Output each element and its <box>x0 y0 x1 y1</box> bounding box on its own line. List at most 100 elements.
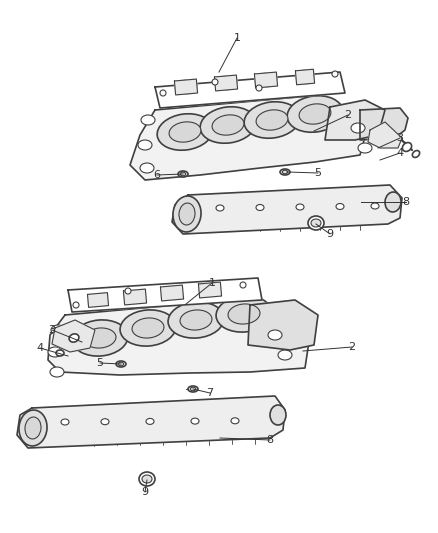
Ellipse shape <box>212 79 218 85</box>
Ellipse shape <box>179 203 195 225</box>
Ellipse shape <box>157 114 213 150</box>
Ellipse shape <box>138 140 152 150</box>
Ellipse shape <box>125 288 131 294</box>
Polygon shape <box>48 300 310 375</box>
Ellipse shape <box>160 90 166 96</box>
Text: 9: 9 <box>141 487 148 497</box>
Text: 7: 7 <box>206 388 214 398</box>
Polygon shape <box>130 95 370 180</box>
Ellipse shape <box>140 163 154 173</box>
Ellipse shape <box>118 362 124 366</box>
Polygon shape <box>124 289 147 305</box>
Text: 8: 8 <box>403 197 410 207</box>
Text: 3: 3 <box>396 133 403 143</box>
Ellipse shape <box>191 418 199 424</box>
Ellipse shape <box>84 328 116 348</box>
Ellipse shape <box>228 304 260 324</box>
Ellipse shape <box>256 110 288 130</box>
Ellipse shape <box>371 203 379 209</box>
Ellipse shape <box>282 170 288 174</box>
Ellipse shape <box>332 71 338 77</box>
Ellipse shape <box>240 282 246 288</box>
Ellipse shape <box>215 76 237 90</box>
Ellipse shape <box>336 204 344 209</box>
Ellipse shape <box>19 410 47 446</box>
Ellipse shape <box>175 80 197 94</box>
Ellipse shape <box>51 325 65 335</box>
Ellipse shape <box>48 347 62 357</box>
Text: 2: 2 <box>344 110 352 120</box>
Polygon shape <box>248 300 318 350</box>
Polygon shape <box>174 79 198 95</box>
Text: 9: 9 <box>326 229 334 239</box>
Ellipse shape <box>190 387 196 391</box>
Polygon shape <box>52 320 95 352</box>
Ellipse shape <box>72 320 128 356</box>
Ellipse shape <box>231 418 239 424</box>
Polygon shape <box>172 185 402 234</box>
Ellipse shape <box>212 115 244 135</box>
Ellipse shape <box>61 419 69 425</box>
Ellipse shape <box>69 334 79 342</box>
Text: 4: 4 <box>36 343 43 353</box>
Ellipse shape <box>142 475 152 483</box>
Polygon shape <box>155 72 345 108</box>
Ellipse shape <box>413 150 420 157</box>
Ellipse shape <box>188 386 198 392</box>
Ellipse shape <box>280 169 290 175</box>
Ellipse shape <box>385 192 401 212</box>
Polygon shape <box>254 72 278 88</box>
Ellipse shape <box>180 172 186 176</box>
Ellipse shape <box>132 318 164 338</box>
Ellipse shape <box>311 219 321 227</box>
Ellipse shape <box>56 350 64 356</box>
Ellipse shape <box>139 472 155 486</box>
Ellipse shape <box>403 142 412 151</box>
Ellipse shape <box>178 171 188 177</box>
Polygon shape <box>295 69 314 85</box>
Text: 4: 4 <box>396 148 403 158</box>
Ellipse shape <box>299 104 331 124</box>
Ellipse shape <box>256 205 264 211</box>
Ellipse shape <box>255 73 277 87</box>
Ellipse shape <box>173 196 201 232</box>
Polygon shape <box>325 100 385 140</box>
Polygon shape <box>215 75 237 91</box>
Ellipse shape <box>216 205 224 211</box>
Ellipse shape <box>351 123 365 133</box>
Text: 3: 3 <box>49 325 56 335</box>
Ellipse shape <box>278 350 292 360</box>
Text: 1: 1 <box>233 33 240 43</box>
Ellipse shape <box>216 296 272 332</box>
Polygon shape <box>88 293 109 308</box>
Polygon shape <box>198 282 222 298</box>
Ellipse shape <box>308 216 324 230</box>
Ellipse shape <box>268 330 282 340</box>
Text: 5: 5 <box>314 168 321 178</box>
Ellipse shape <box>120 310 176 346</box>
Ellipse shape <box>296 70 314 84</box>
Ellipse shape <box>244 102 300 138</box>
Ellipse shape <box>256 85 262 91</box>
Polygon shape <box>360 108 408 140</box>
Ellipse shape <box>168 302 224 338</box>
Polygon shape <box>17 396 285 448</box>
Ellipse shape <box>169 122 201 142</box>
Ellipse shape <box>200 107 256 143</box>
Ellipse shape <box>116 361 126 367</box>
Text: 5: 5 <box>96 358 103 368</box>
Ellipse shape <box>50 367 64 377</box>
Text: 6: 6 <box>153 170 160 180</box>
Ellipse shape <box>358 143 372 153</box>
Ellipse shape <box>73 302 79 308</box>
Polygon shape <box>368 122 402 148</box>
Text: 2: 2 <box>349 342 356 352</box>
Ellipse shape <box>287 96 343 132</box>
Ellipse shape <box>270 405 286 425</box>
Ellipse shape <box>146 418 154 424</box>
Ellipse shape <box>101 419 109 425</box>
Ellipse shape <box>25 417 41 439</box>
Ellipse shape <box>180 310 212 330</box>
Ellipse shape <box>141 115 155 125</box>
Ellipse shape <box>296 204 304 210</box>
